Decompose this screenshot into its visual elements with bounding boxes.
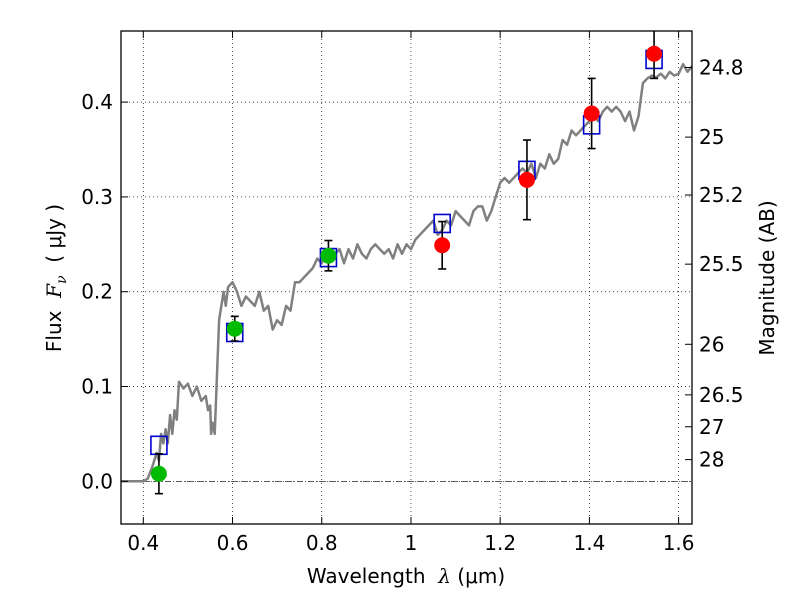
observed-data-point [320, 247, 337, 264]
y-axis-label: Flux Fν ( μJy ) [42, 204, 70, 352]
y-axis-right-magnitude: 24.8 25 25.2 25.5 26 26.5 27 28 [685, 55, 744, 472]
observed-data-point [434, 237, 451, 254]
observed-data-point [583, 105, 600, 122]
spectrum-line [121, 62, 692, 483]
observed-data-point [518, 171, 535, 188]
observed-data-point [646, 45, 663, 62]
x-axis-label: Wavelength λ (μm) [307, 564, 505, 588]
magnitude-tick-label: 24.8 [699, 55, 744, 79]
y-axis-left: 0.0 0.1 0.2 0.3 0.4 [81, 90, 128, 493]
grid-lines [121, 31, 692, 524]
y-tick-label: 0.0 [81, 469, 113, 493]
observed-data-point [150, 465, 167, 482]
axes-frame [120, 30, 693, 525]
magnitude-tick-label: 26 [699, 332, 724, 356]
x-tick-label: 1.4 [573, 531, 605, 555]
y-tick-label: 0.4 [81, 90, 113, 114]
y-tick-label: 0.3 [81, 185, 113, 209]
x-axis: 0.4 0.6 0.8 1 1.2 1.4 1.6 [127, 31, 695, 555]
magnitude-tick-label: 25 [699, 125, 724, 149]
magnitude-tick-label: 26.5 [699, 383, 744, 407]
observed-data-point [226, 320, 243, 337]
magnitude-axis-label: Magnitude (AB) [755, 200, 779, 355]
x-tick-label: 0.8 [306, 531, 338, 555]
magnitude-tick-label: 25.5 [699, 252, 744, 276]
y-tick-label: 0.2 [81, 280, 113, 304]
x-tick-label: 0.6 [217, 531, 249, 555]
y-tick-label: 0.1 [81, 375, 113, 399]
plot-area [121, 31, 692, 495]
x-tick-label: 1.2 [484, 531, 516, 555]
x-tick-label: 0.4 [127, 531, 159, 555]
magnitude-tick-label: 25.2 [699, 183, 744, 207]
magnitude-tick-label: 27 [699, 415, 724, 439]
x-tick-label: 1 [405, 531, 418, 555]
magnitude-tick-label: 28 [699, 448, 724, 472]
x-tick-label: 1.6 [663, 531, 695, 555]
